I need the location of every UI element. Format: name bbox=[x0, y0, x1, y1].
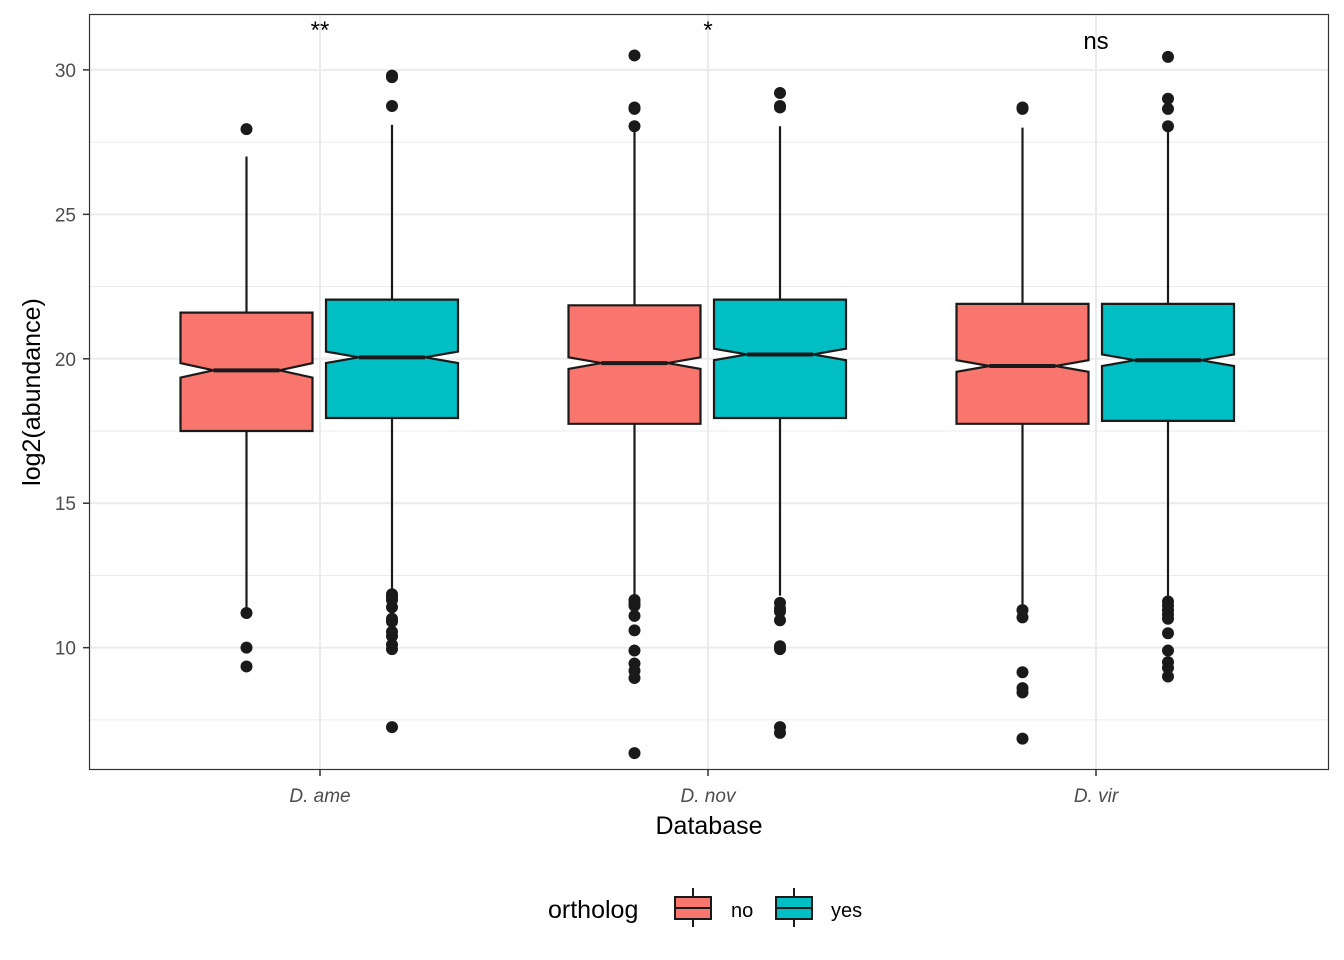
outlier-point bbox=[240, 607, 253, 619]
outlier-point bbox=[1162, 670, 1174, 683]
box-body bbox=[712, 298, 848, 420]
outlier-point bbox=[386, 643, 398, 656]
outlier-point bbox=[386, 71, 398, 84]
outlier-point bbox=[774, 87, 786, 99]
y-tick-label: 30 bbox=[55, 61, 76, 82]
significance-label: ns bbox=[1083, 28, 1108, 55]
outlier-point bbox=[774, 605, 786, 618]
y-axis-title: log2(abundance) bbox=[18, 298, 46, 486]
y-tick-label: 25 bbox=[55, 205, 76, 226]
y-tick-label: 20 bbox=[55, 350, 76, 371]
y-tick-label: 10 bbox=[55, 639, 76, 660]
box-body bbox=[1100, 302, 1236, 422]
outlier-point bbox=[386, 100, 398, 112]
significance-label: ** bbox=[311, 17, 330, 44]
box-no-0 bbox=[179, 123, 314, 673]
outlier-point bbox=[240, 641, 253, 654]
box-no-2 bbox=[955, 101, 1090, 745]
outlier-point bbox=[628, 49, 641, 62]
outlier-point bbox=[628, 599, 641, 612]
box-body bbox=[955, 302, 1090, 425]
axes: 10 15 20 25 30 D. ame D. nov D. vir bbox=[55, 61, 1119, 807]
outlier-point bbox=[628, 120, 641, 133]
legend-key-no bbox=[674, 888, 712, 927]
outlier-point bbox=[1162, 102, 1174, 115]
outlier-point bbox=[774, 726, 786, 739]
significance-label: * bbox=[703, 17, 712, 44]
significance-annotations: ** * ns bbox=[311, 17, 1109, 55]
outlier-point bbox=[1016, 102, 1029, 115]
x-tick-label: D. ame bbox=[289, 786, 350, 807]
outlier-point bbox=[386, 601, 398, 614]
outlier-point bbox=[386, 721, 398, 734]
x-tick-label: D. vir bbox=[1074, 786, 1119, 807]
outlier-point bbox=[1162, 612, 1174, 625]
y-tick-label: 15 bbox=[55, 494, 76, 515]
legend: ortholog no yes bbox=[548, 888, 862, 927]
outlier-point bbox=[1016, 666, 1029, 679]
outlier-point bbox=[1162, 50, 1174, 63]
outlier-point bbox=[628, 672, 641, 684]
box-no-1 bbox=[567, 49, 702, 760]
outlier-point bbox=[1016, 732, 1029, 745]
outlier-point bbox=[1162, 661, 1174, 674]
outlier-point bbox=[1016, 611, 1029, 624]
outlier-point bbox=[628, 624, 641, 637]
box-yes-0 bbox=[324, 69, 460, 734]
outlier-point bbox=[386, 615, 398, 628]
outlier-point bbox=[386, 630, 398, 643]
plot-panel-border bbox=[88, 13, 1330, 771]
legend-label-yes: yes bbox=[831, 900, 862, 922]
boxes bbox=[179, 49, 1236, 760]
legend-title: ortholog bbox=[548, 896, 638, 924]
outlier-point bbox=[1162, 120, 1174, 133]
outlier-point bbox=[1162, 644, 1174, 657]
outlier-point bbox=[774, 101, 786, 114]
box-yes-1 bbox=[712, 87, 848, 739]
outlier-point bbox=[240, 123, 253, 136]
outlier-point bbox=[628, 747, 641, 760]
x-tick-label: D. nov bbox=[681, 786, 737, 807]
outlier-point bbox=[628, 102, 641, 115]
outlier-point bbox=[774, 643, 786, 656]
legend-key-yes bbox=[775, 888, 813, 927]
outlier-point bbox=[774, 614, 786, 627]
outlier-point bbox=[1162, 627, 1174, 640]
outlier-point bbox=[628, 609, 641, 622]
box-yes-2 bbox=[1100, 50, 1236, 683]
outlier-point bbox=[1162, 92, 1174, 105]
legend-label-no: no bbox=[731, 900, 753, 922]
x-axis-title: Database bbox=[655, 812, 762, 840]
outlier-point bbox=[1016, 686, 1029, 699]
outlier-point bbox=[628, 644, 641, 657]
outlier-point bbox=[240, 660, 253, 673]
